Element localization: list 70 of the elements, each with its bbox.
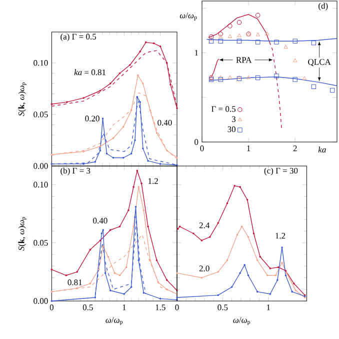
y-axis-title: S(k, ω)ω$_{p}$ xyxy=(18,82,26,116)
annotation: 0.40 xyxy=(93,218,108,224)
x-axis-title: ω/ω$_{p}$ xyxy=(233,317,250,326)
x-tick-label: 0 xyxy=(200,146,204,152)
y-tick-label: 0.00 xyxy=(34,298,48,304)
x-tick-label: 0.5 xyxy=(218,304,228,310)
point xyxy=(218,77,223,82)
x-axis-title: ka xyxy=(318,146,326,153)
legend-label: Γ = 0.5 xyxy=(212,106,236,112)
chart-title: (a) Γ = 0.5 xyxy=(60,34,96,42)
point xyxy=(293,58,298,62)
annotation: QLCA xyxy=(308,59,331,66)
point xyxy=(208,38,214,44)
y-tick-label: 0.10 xyxy=(34,60,48,66)
point xyxy=(218,32,223,36)
x-axis-title: ω/ω$_{p}$ xyxy=(106,317,123,326)
y-tick-label: 0.10 xyxy=(34,182,48,188)
chart-title: (c) Γ = 30 xyxy=(264,168,298,176)
point xyxy=(218,38,223,44)
point xyxy=(256,32,260,36)
annotation: ka = 0.81 xyxy=(74,69,106,76)
x-tick-label: 1 xyxy=(247,146,250,152)
x-tick-label: 1.5 xyxy=(156,304,166,310)
annotation: 2.0 xyxy=(199,266,210,272)
point xyxy=(246,75,251,80)
y-tick-label: 0.05 xyxy=(34,112,48,118)
point xyxy=(218,75,223,80)
legend-label: 3 xyxy=(232,116,236,122)
point xyxy=(236,20,242,25)
point xyxy=(228,34,232,38)
point xyxy=(228,24,232,28)
point xyxy=(236,38,242,44)
point xyxy=(237,33,242,38)
annotation: 1.2 xyxy=(276,232,286,239)
x-tick-label: 1 xyxy=(122,304,126,310)
y-axis-title: S(k, ω)ω$_{p}$ xyxy=(18,217,26,251)
x-tick-label: 0.5 xyxy=(82,304,93,310)
legend-label: 30 xyxy=(228,126,236,132)
point xyxy=(311,84,316,90)
point xyxy=(256,40,260,44)
point xyxy=(311,40,316,46)
point xyxy=(265,32,270,36)
point xyxy=(292,77,298,82)
point xyxy=(274,74,279,78)
point xyxy=(292,38,298,44)
point xyxy=(218,34,223,38)
point xyxy=(330,88,335,93)
y-axis-title: ω/ω$_{p}$ xyxy=(180,12,197,20)
point xyxy=(256,75,260,80)
x-tick-label: 0 xyxy=(175,304,179,310)
point xyxy=(209,37,214,41)
annotation: 0.81 xyxy=(68,279,82,286)
point xyxy=(256,12,260,18)
point xyxy=(284,45,288,49)
chart-title: (d) xyxy=(318,2,328,10)
x-tick-label: 2 xyxy=(293,146,297,152)
x-tick-label: 1 xyxy=(266,304,270,310)
annotation: 1.2 xyxy=(148,178,158,184)
point xyxy=(302,76,306,80)
annotation: 0.40 xyxy=(158,120,172,126)
y-tick-label: 0.00 xyxy=(34,163,48,169)
x-tick-label: 0 xyxy=(50,304,54,310)
point xyxy=(228,75,232,80)
y-tick-label: 0.05 xyxy=(34,240,48,246)
annotation: RPA xyxy=(236,57,252,63)
point xyxy=(274,40,279,44)
annotation: 0.20 xyxy=(85,116,100,122)
point xyxy=(208,34,214,40)
annotation: 2.4 xyxy=(199,222,210,228)
chart-title: (b) Γ = 3 xyxy=(60,168,90,176)
